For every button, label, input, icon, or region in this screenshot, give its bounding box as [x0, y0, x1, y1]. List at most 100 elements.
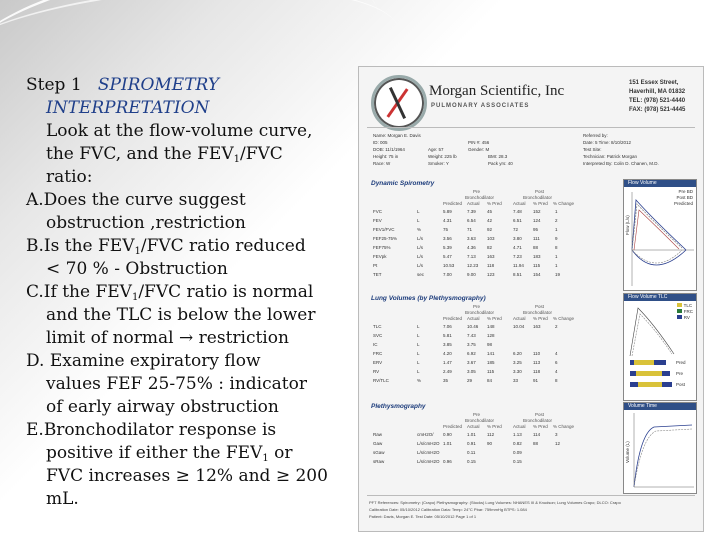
footer-divider [367, 495, 695, 496]
table-cell-act: 6.92 [467, 351, 476, 356]
table-cell-pct: 163 [487, 254, 495, 259]
intro-line2-b: /FVC [240, 144, 283, 164]
heading: Step 1 SPIROMETRY [26, 74, 358, 97]
table-cell-name: FEF25-75% [373, 236, 398, 241]
table-cell-pct2: 154 [533, 272, 541, 277]
column-header: Bronchodilator [465, 195, 495, 200]
flow-volume-legend: Pre BD Post BD Predicted [674, 189, 693, 207]
column-header: Bronchodilator [465, 310, 495, 315]
table-cell-name: sGaw [373, 450, 385, 455]
table-cell-pct2: 95 [533, 227, 539, 232]
table-cell-pred: 75 [443, 227, 449, 232]
patient-height: Height: 75 in [373, 154, 399, 159]
table-cell-pred: 5.39 [443, 245, 452, 250]
table-cell-pct: 128 [487, 333, 495, 338]
table-cell-pred: 5.89 [443, 209, 452, 214]
table-cell-name: RV [373, 369, 380, 374]
table-cell-pred: 0.96 [443, 459, 452, 464]
table-cell-unit: sec [417, 272, 425, 277]
column-header: Predicted [443, 316, 463, 321]
flow-volume-chart: Flow Volume Pre BD Post BD Predicted Flo… [623, 179, 697, 291]
company-address: 151 Essex Street, Haverhill, MA 01832 TE… [629, 79, 685, 115]
company-subtitle: PULMONARY ASSOCIATES [431, 103, 530, 109]
item-e-line2-a: positive if either the FEV [46, 443, 263, 463]
table-cell-act: 71 [467, 227, 473, 232]
column-header: % Change [553, 201, 575, 206]
legend-pred: Pred [676, 360, 686, 365]
table-cell-chg: 1 [555, 209, 558, 214]
table-row: TET sec 7.00 9.00 123 8.51 154 19 [373, 272, 573, 278]
table-cell-pct2: 124 [533, 218, 541, 223]
table-cell-pct2: 118 [533, 369, 541, 374]
patient-race: Race: W [373, 161, 391, 166]
volume-time-title: Volume Time [624, 403, 696, 410]
footer-patient: Patient: Davis, Morgan E. Test Date: 05/… [369, 514, 477, 519]
patient-dob: DOB: 11/1/1964 [373, 147, 405, 152]
table-row: Gaw L/s/cmH2O 1.01 0.91 90 0.82 88 12 [373, 441, 573, 447]
slide-text: Step 1 SPIROMETRY INTERPRETATION Look at… [26, 74, 358, 511]
table-row: RV L 2.49 3.05 115 3.30 118 4 [373, 369, 573, 375]
table-cell-pct2: 111 [533, 236, 540, 241]
item-e-line2-b: or [268, 443, 293, 463]
intro-line3: ratio: [46, 167, 93, 187]
tlc-legend: TLC FRC RV [677, 303, 693, 321]
table-cell-unit: L/s/cmH2O [417, 441, 440, 446]
column-header: Pre [473, 304, 481, 309]
column-header: Actual [467, 316, 480, 321]
patient-id: ID: 005 [373, 140, 388, 145]
table-cell-act2: 0.82 [513, 441, 522, 446]
table-cell-unit: L/s [417, 263, 424, 268]
table-cell-pred: 10.53 [443, 263, 455, 268]
item-e-sub: 1 [262, 453, 269, 464]
legend-predicted: Predicted [673, 201, 693, 206]
patient-weight: Weight: 225 lb [428, 154, 457, 159]
table-cell-pct: 98 [487, 342, 493, 347]
column-header: % Change [553, 424, 575, 429]
table-cell-chg: 1 [555, 263, 558, 268]
column-header: % Pred [533, 201, 548, 206]
address-line: 151 Essex Street, [629, 80, 679, 86]
table-row: sGaw L/s/cmH2O 0.11 0.09 [373, 450, 573, 456]
table-cell-chg: 9 [555, 236, 558, 241]
table-cell-pred: 2.49 [443, 369, 452, 374]
item-b-sub: 1 [134, 246, 141, 257]
table-cell-act2: 3.30 [513, 369, 522, 374]
table-cell-act2: 7.48 [513, 209, 522, 214]
test-date: Date: 5 Time: 8/10/2012 [583, 140, 632, 145]
legend-tlc: TLC [683, 303, 693, 308]
table-cell-act: 29 [467, 378, 473, 383]
table-cell-pred: 4.20 [443, 351, 452, 356]
intro-line1: Look at the flow-volume curve, [46, 121, 313, 141]
table-header: Pre Post Bronchodilator Bronchodilator Predi… [373, 304, 574, 321]
table-cell-name: FEV1/FVC [373, 227, 395, 232]
table-cell-unit: L [417, 342, 420, 347]
patient-gender: Gender: M [468, 147, 490, 152]
table-cell-name: FEVpk [373, 254, 387, 259]
table-cell-pct2: 152 [533, 209, 541, 214]
item-d-line1: D. Examine expiratory flow [26, 351, 261, 371]
divider [367, 127, 695, 128]
table-cell-pct2: 183 [533, 254, 541, 259]
interpreted-by: Interpreted By: Colin D. Chanen, M.D. [583, 161, 659, 166]
legend-rv: RV [683, 315, 690, 320]
table-cell-unit: cmH2O/ [417, 432, 434, 437]
table-cell-chg: 12 [555, 441, 561, 446]
table-cell-pct2: 91 [533, 378, 539, 383]
table-cell-unit: L [417, 209, 420, 214]
table-cell-pct2: 163 [533, 324, 541, 329]
item-b-line1-a: B.Is the FEV [26, 236, 135, 256]
company-logo-icon [371, 75, 427, 131]
item-a-line1: A.Does the curve suggest [26, 190, 246, 210]
column-header: % Change [553, 316, 575, 321]
table-cell-pct: 112 [487, 432, 495, 437]
table-cell-pct: 92 [487, 227, 493, 232]
plethysmography-title: Plethysmography [371, 403, 426, 410]
table-cell-name: FRC [373, 351, 383, 356]
table-cell-name: FEF75% [373, 245, 391, 250]
legend-post-bd: Post BD [676, 195, 693, 200]
column-header: Pre [473, 412, 481, 417]
tlc-plot [629, 307, 675, 387]
table-cell-pct: 123 [487, 272, 495, 277]
table-cell-pred: 5.47 [443, 254, 452, 259]
column-header: Post [535, 304, 545, 309]
